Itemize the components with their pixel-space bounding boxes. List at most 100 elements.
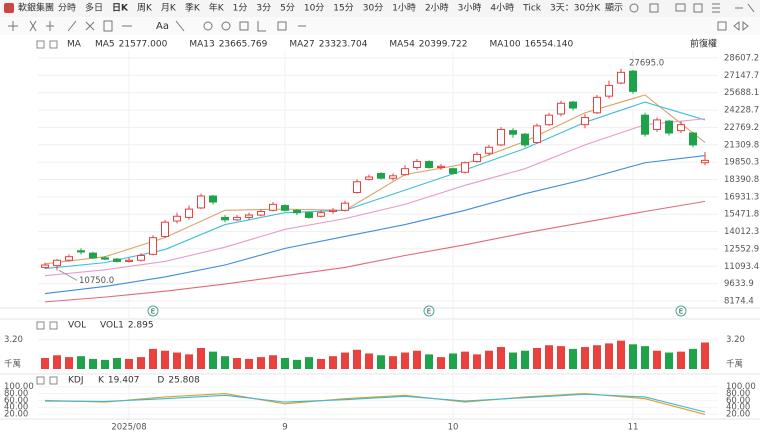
legend-name[interactable]: MA5 [95, 40, 115, 50]
period-tab[interactable]: 15分 [333, 3, 353, 14]
candle-body [161, 221, 169, 237]
volume-bar [425, 354, 433, 369]
volume-bar [689, 348, 697, 369]
candle-body [437, 165, 445, 168]
text-tool[interactable]: Aa [156, 21, 169, 32]
period-tab[interactable]: 3小時 [458, 3, 482, 14]
candle-body [149, 237, 157, 255]
y-tick-label: 8174.4 [724, 297, 754, 307]
legend-name[interactable]: MA27 [289, 40, 314, 50]
y-tick-label: 80.00 [726, 389, 750, 399]
period-tab[interactable]: 季K [185, 2, 201, 14]
candle-body [377, 172, 385, 179]
candle-body [341, 202, 349, 211]
y-tick-label: 24228.7 [724, 106, 759, 116]
volume-bar [185, 354, 193, 369]
display-menu[interactable]: 顯示 [605, 3, 623, 14]
period-tab[interactable]: 2小時 [425, 3, 449, 14]
event-marker[interactable] [675, 305, 687, 317]
period-tab[interactable]: 分時 [58, 3, 76, 14]
period-tab[interactable]: 年K [209, 2, 225, 14]
y-tick-label: 100.00 [4, 382, 34, 392]
volume-bar [557, 346, 565, 369]
volume-bar [521, 350, 529, 369]
line [44, 393, 706, 413]
unit-label: 千萬 [4, 359, 21, 370]
legend-value: 16554.140 [525, 40, 574, 50]
event-label[interactable]: E [151, 308, 155, 316]
volume-bar [581, 347, 589, 369]
panel-icon[interactable] [36, 376, 45, 385]
candle-body [365, 176, 373, 180]
period-tab[interactable]: 1分 [233, 3, 248, 14]
panel-title[interactable]: VOL [68, 321, 86, 331]
candle-body [461, 162, 469, 173]
candle-body [317, 212, 325, 217]
panel-icon[interactable] [49, 321, 58, 330]
period-tab[interactable]: 30分 [363, 3, 383, 14]
candle-body [305, 212, 313, 218]
candle-body [233, 216, 241, 221]
volume-bar [353, 349, 361, 369]
period-tab[interactable]: 10分 [304, 3, 324, 14]
period-tab[interactable]: 周K [137, 3, 153, 14]
adjust-label[interactable]: 前復權 [690, 38, 717, 50]
x-tick-label: 10 [448, 423, 459, 433]
event-marker[interactable] [423, 305, 435, 317]
period-tab[interactable]: 多日 [85, 2, 103, 14]
panel-icon[interactable] [36, 321, 45, 330]
volume-bar [173, 352, 181, 369]
x-tick-label: 11 [628, 423, 639, 433]
volume-bar [341, 352, 349, 369]
volume-bar [593, 345, 601, 369]
volume-bar [269, 355, 277, 369]
symbol-icon [4, 3, 14, 13]
period-tab[interactable]: 3分 [256, 3, 271, 14]
legend-name[interactable]: MA100 [489, 40, 520, 50]
panel-title[interactable]: KDJ [68, 376, 84, 386]
candle-body [293, 209, 301, 214]
candle-body [665, 120, 673, 134]
volume-bar [161, 350, 169, 369]
panel-icon[interactable] [36, 40, 45, 49]
candle-body [269, 203, 277, 211]
legend-name[interactable]: MA13 [189, 40, 214, 50]
event-label[interactable]: E [427, 308, 431, 316]
candle-body [413, 161, 421, 168]
period-tab[interactable]: 月K [161, 3, 177, 14]
period-tab[interactable]: 5分 [280, 3, 295, 14]
drawing-tools[interactable] [8, 20, 306, 32]
event-label[interactable]: E [679, 308, 683, 316]
candle-body [653, 119, 661, 130]
period-tab[interactable]: 3天：30分K [550, 3, 601, 14]
candle-body [173, 215, 181, 222]
volume-bar [89, 358, 97, 369]
candle-body [545, 114, 553, 126]
candle-body [209, 195, 217, 203]
candle-body [281, 205, 289, 211]
y-tick-label: 100.00 [726, 382, 756, 392]
volume-bar [605, 343, 613, 369]
volume-bar [293, 359, 301, 369]
volume-bar [113, 358, 121, 369]
volume-bar [569, 348, 577, 369]
period-tab[interactable]: 日K [112, 3, 129, 14]
volume-bar [305, 357, 313, 369]
period-tab[interactable]: 4小時 [490, 3, 514, 14]
volume-bar [317, 358, 325, 369]
y-tick-label: 22769.2 [724, 123, 759, 133]
period-tab[interactable]: 1小時 [392, 3, 416, 14]
legend-value: 19.407 [108, 376, 140, 386]
panel-icon[interactable] [49, 40, 58, 49]
legend-name[interactable]: MA54 [389, 40, 415, 50]
panel-icon[interactable] [49, 376, 58, 385]
period-tab[interactable]: Tick [522, 4, 542, 14]
candle-body [605, 84, 613, 97]
y-tick-label: 19850.3 [724, 158, 759, 168]
y-tick-label: 25688.1 [724, 88, 759, 98]
symbol-name[interactable]: 軟銀集團 [18, 2, 54, 14]
window-controls[interactable] [629, 3, 755, 32]
event-marker[interactable] [147, 305, 159, 317]
indicator-label[interactable]: MA [67, 40, 82, 50]
